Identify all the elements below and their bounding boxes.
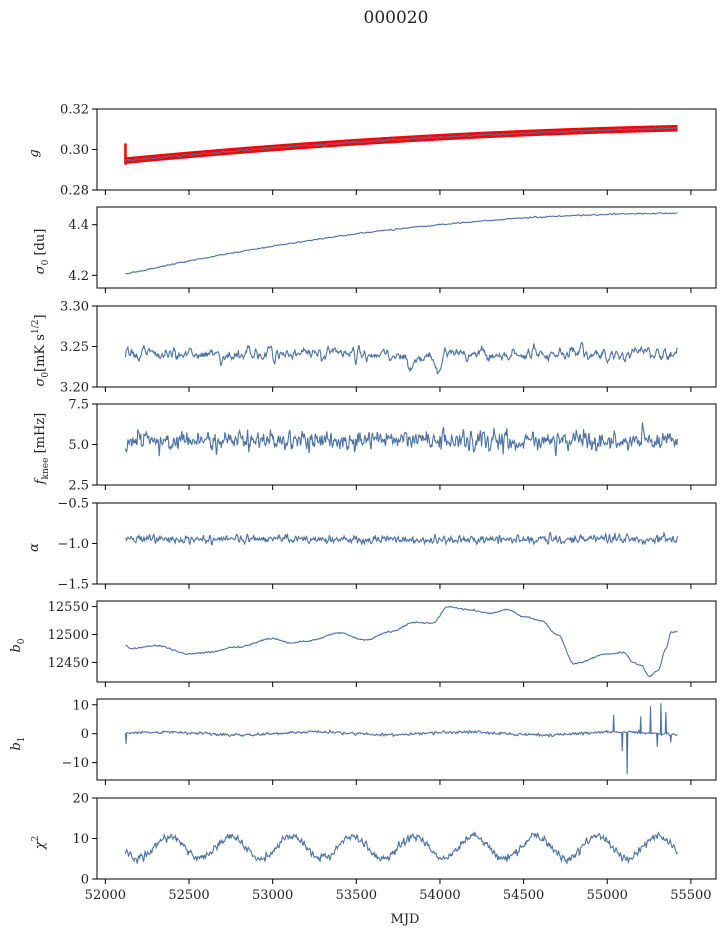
y-tick-label: 0.30 <box>60 143 89 158</box>
y-tick-label: 12500 <box>48 628 89 643</box>
panel-3: 3.20 3.25 3.30 σ0[mK s1/2] <box>31 300 717 396</box>
y-axis-label-5: α <box>27 543 42 552</box>
fit-band <box>125 124 678 164</box>
series-line-3 <box>124 342 678 375</box>
x-tick-label: 52500 <box>168 888 209 903</box>
series-line-2 <box>125 212 678 275</box>
series-line-6 <box>125 605 678 678</box>
x-tick-label: 54500 <box>503 888 544 903</box>
y-axis-label-2: σ0 [du] <box>33 229 51 275</box>
y-tick-label: −0.5 <box>57 497 89 512</box>
y-tick-label: 5.0 <box>68 438 89 453</box>
y-tick-label: 10 <box>72 832 89 847</box>
y-axis-label-6: b0 <box>9 638 27 652</box>
x-tick-label: 55000 <box>587 888 628 903</box>
y-tick-label: −10 <box>62 756 89 771</box>
y-tick-label: 7.5 <box>68 398 89 413</box>
x-tick-label: 54000 <box>419 888 460 903</box>
series-line-4 <box>124 422 679 457</box>
panel-7: −10 0 10 b1 <box>9 698 717 785</box>
y-tick-label: 12450 <box>48 656 89 671</box>
panel-frame <box>96 698 717 781</box>
y-tick-label: 3.30 <box>60 300 89 315</box>
y-tick-label: 0 <box>81 727 89 742</box>
series-line-1 <box>124 126 678 162</box>
panel-frame <box>96 797 717 880</box>
y-tick-label: −1.0 <box>57 537 89 552</box>
panel-frame <box>96 108 717 191</box>
y-axis-label-8: χ2 <box>31 836 48 851</box>
figure-title: 000020 <box>364 8 429 28</box>
x-tick-label: 55500 <box>670 888 711 903</box>
y-axis-label-3: σ0[mK s1/2] <box>31 314 51 386</box>
panel-8: 0 10 20 52000 52500 53000 53500 54000 54500 55000… <box>31 792 717 903</box>
y-tick-label: 3.25 <box>60 340 89 355</box>
y-tick-label: 0 <box>81 873 89 888</box>
panel-1: 0.28 0.30 0.32 g <box>27 103 717 199</box>
y-tick-label: 2.5 <box>68 479 89 494</box>
panel-2: 4.2 4.4 σ0 [du] <box>33 206 717 293</box>
series-line-8 <box>124 830 679 865</box>
x-tick-label: 53500 <box>336 888 377 903</box>
series-line-5 <box>124 530 679 546</box>
y-tick-label: 3.20 <box>60 381 89 396</box>
y-tick-label: 4.2 <box>68 269 89 284</box>
x-tick-label: 53000 <box>252 888 293 903</box>
panels: 0.28 0.30 0.32 g 4.2 4.4 σ0 [du] 3.20 3.25 3.30 σ0… <box>9 103 717 903</box>
panel-6: 12450 12500 12550 b0 <box>9 600 717 687</box>
y-tick-label: 20 <box>72 792 89 807</box>
x-axis-label: MJD <box>391 912 420 927</box>
y-tick-label: 4.4 <box>68 218 89 233</box>
panel-5: −1.5 −1.0 −0.5 α <box>27 497 717 593</box>
y-tick-label: −1.5 <box>57 578 89 593</box>
series-line-7 <box>124 703 678 775</box>
panel-frame <box>96 600 717 683</box>
panel-frame <box>96 305 717 388</box>
y-axis-label-4: fknee [mHz] <box>33 413 51 486</box>
panel-4: 2.5 5.0 7.5 fknee [mHz] <box>33 398 717 494</box>
x-tick-label: 52000 <box>85 888 126 903</box>
y-tick-label: 0.32 <box>60 103 89 118</box>
y-axis-label-7: b1 <box>9 736 27 750</box>
y-tick-label: 10 <box>72 698 89 713</box>
y-tick-label: 0.28 <box>60 184 89 199</box>
y-tick-label: 12550 <box>48 600 89 615</box>
y-axis-label-1: g <box>27 149 42 157</box>
panel-frame <box>96 206 717 289</box>
